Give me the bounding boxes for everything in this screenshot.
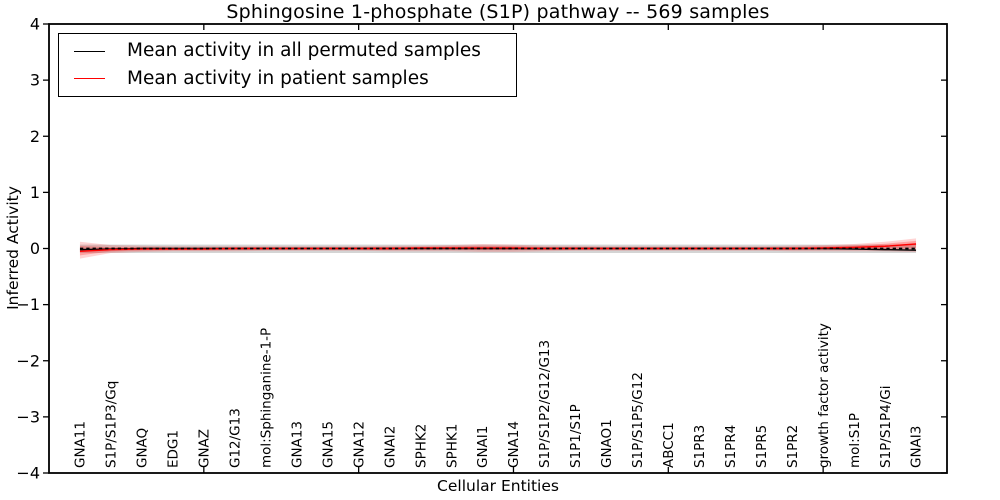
x-entity-label: S1PR5 bbox=[754, 425, 770, 468]
y-tick-label: 0 bbox=[30, 239, 40, 258]
y-tick-label: −2 bbox=[16, 351, 40, 370]
x-entity-label: EDG1 bbox=[166, 430, 182, 468]
x-entity-label: GNAO1 bbox=[599, 419, 615, 468]
y-tick-label: 1 bbox=[30, 183, 40, 202]
x-entity-label: S1P/S1P3/Gq bbox=[104, 381, 120, 468]
y-tick-label: −1 bbox=[16, 295, 40, 314]
x-entity-label: G12/G13 bbox=[227, 408, 243, 468]
x-entity-label: S1PR3 bbox=[692, 425, 708, 468]
legend-label-permuted: Mean activity in all permuted samples bbox=[127, 40, 481, 62]
x-entity-label: mol:S1P bbox=[847, 413, 863, 468]
y-tick-label: 4 bbox=[30, 15, 40, 34]
x-entity-label: GNAZ bbox=[197, 429, 213, 468]
y-tick-label: −4 bbox=[16, 464, 40, 483]
x-entity-label: GNAI2 bbox=[382, 426, 398, 468]
x-entity-label: ABCC1 bbox=[661, 422, 677, 468]
y-tick-label: −3 bbox=[16, 407, 40, 426]
y-tick-label: 3 bbox=[30, 71, 40, 90]
y-axis-label: Inferred Activity bbox=[4, 186, 22, 310]
x-entity-label: GNAQ bbox=[135, 428, 151, 468]
x-entity-label: S1PR4 bbox=[723, 425, 739, 468]
x-entity-label: GNA11 bbox=[73, 421, 89, 468]
x-entity-label: GNA12 bbox=[351, 421, 367, 468]
x-entity-label: S1P/S1P5/G12 bbox=[630, 372, 646, 468]
x-entity-label: SPHK1 bbox=[444, 424, 460, 468]
legend-item-permuted: Mean activity in all permuted samples bbox=[59, 40, 516, 62]
x-entity-label: GNA15 bbox=[320, 421, 336, 468]
x-entity-label: mol:Sphinganine-1-P bbox=[258, 328, 274, 468]
x-entity-label: S1P/S1P2/G12/G13 bbox=[537, 340, 553, 468]
legend-line-patient-icon bbox=[74, 78, 105, 80]
x-axis-label: Cellular Entities bbox=[437, 477, 559, 495]
x-entity-label: GNAI3 bbox=[909, 426, 925, 468]
x-entity-label: S1P1/S1P bbox=[568, 404, 584, 468]
x-entity-label: SPHK2 bbox=[413, 424, 429, 468]
legend: Mean activity in all permuted samples Me… bbox=[58, 33, 517, 97]
legend-item-patient: Mean activity in patient samples bbox=[59, 67, 516, 89]
legend-line-permuted-icon bbox=[74, 50, 105, 52]
x-entity-label: growth factor activity bbox=[816, 323, 832, 468]
x-entity-label: S1PR2 bbox=[785, 425, 801, 468]
y-tick-label: 2 bbox=[30, 127, 40, 146]
x-entity-label: GNAI1 bbox=[475, 426, 491, 468]
plot-frame bbox=[48, 23, 948, 474]
x-entity-label: GNA13 bbox=[289, 421, 305, 468]
chart-title: Sphingosine 1-phosphate (S1P) pathway --… bbox=[226, 1, 770, 23]
x-entity-label: GNA14 bbox=[506, 421, 522, 468]
legend-label-patient: Mean activity in patient samples bbox=[127, 67, 429, 89]
x-entity-label: S1P/S1P4/Gi bbox=[878, 386, 894, 469]
